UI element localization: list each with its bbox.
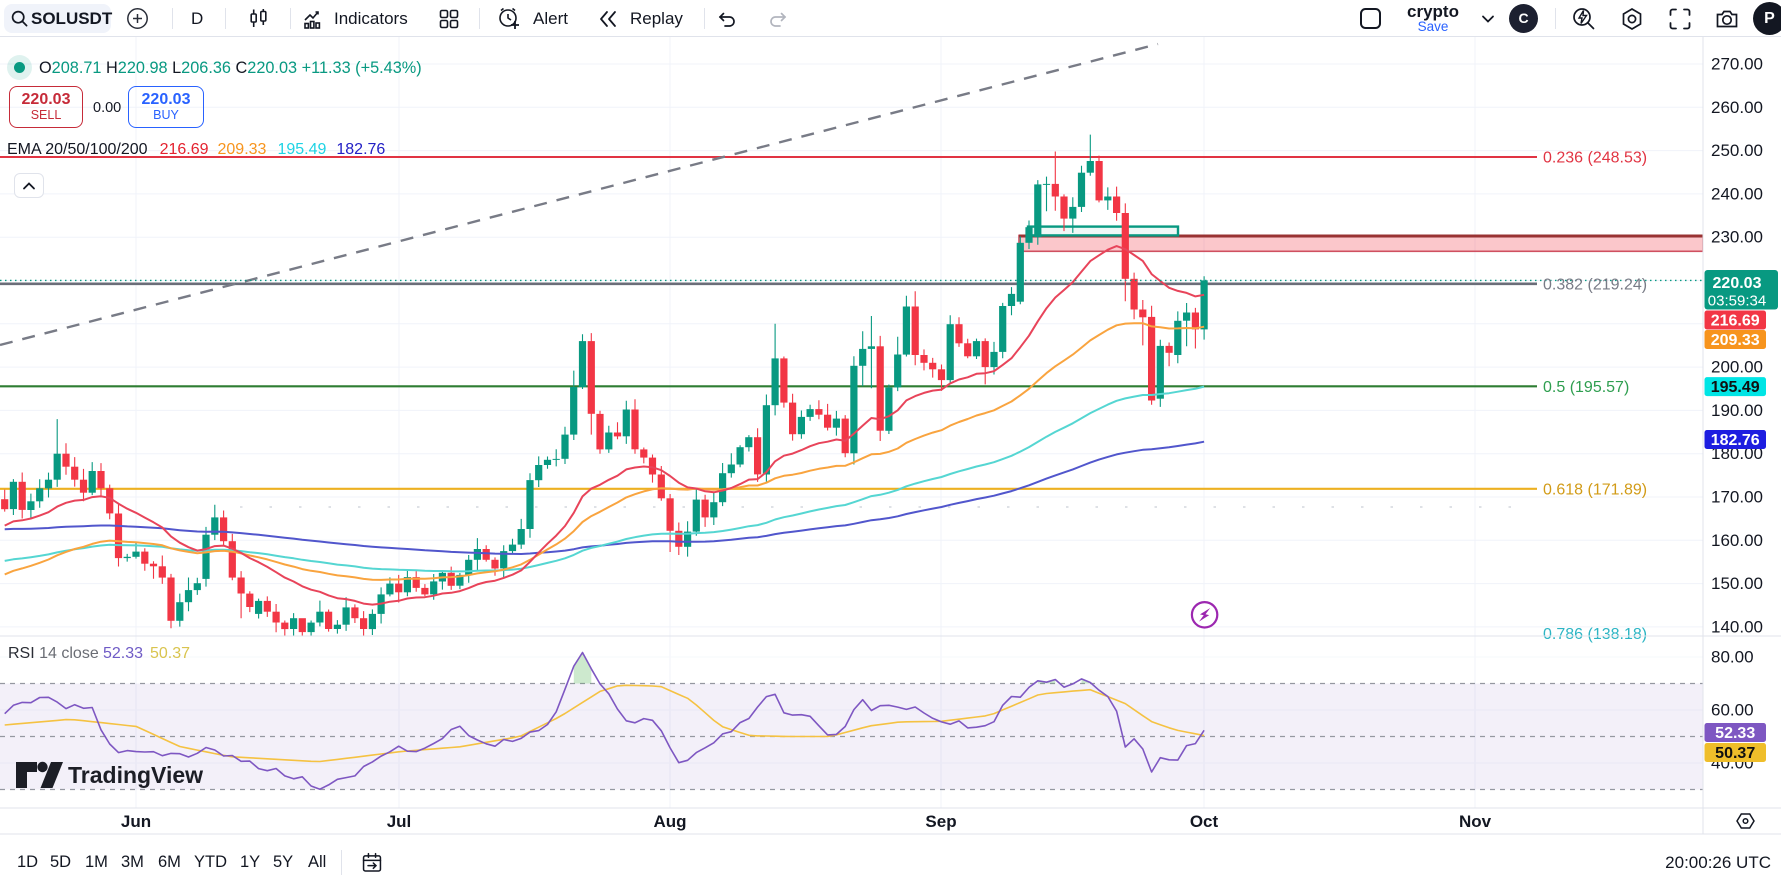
svg-text:60.00: 60.00 bbox=[1711, 701, 1754, 720]
svg-text:0.5 (195.57): 0.5 (195.57) bbox=[1543, 379, 1629, 396]
svg-text:TradingView: TradingView bbox=[68, 762, 203, 788]
svg-text:216.69: 216.69 bbox=[1711, 313, 1760, 330]
svg-text:260.00: 260.00 bbox=[1711, 98, 1763, 117]
svg-text:250.00: 250.00 bbox=[1711, 141, 1763, 160]
svg-text:182.76: 182.76 bbox=[1711, 432, 1760, 449]
svg-text:170.00: 170.00 bbox=[1711, 488, 1763, 507]
svg-text:Sep: Sep bbox=[925, 812, 956, 831]
svg-text:200.00: 200.00 bbox=[1711, 358, 1763, 377]
svg-text:Aug: Aug bbox=[653, 812, 686, 831]
svg-text:80.00: 80.00 bbox=[1711, 648, 1754, 667]
svg-text:0.382 (219.24): 0.382 (219.24) bbox=[1543, 276, 1647, 293]
svg-text:Nov: Nov bbox=[1459, 812, 1492, 831]
svg-text:150.00: 150.00 bbox=[1711, 574, 1763, 593]
svg-text:Jun: Jun bbox=[121, 812, 151, 831]
svg-text:209.33: 209.33 bbox=[1711, 332, 1760, 349]
svg-text:52.33: 52.33 bbox=[1715, 725, 1755, 742]
svg-text:190.00: 190.00 bbox=[1711, 401, 1763, 420]
svg-text:160.00: 160.00 bbox=[1711, 531, 1763, 550]
svg-text:270.00: 270.00 bbox=[1711, 55, 1763, 74]
svg-text:0.786 (138.18): 0.786 (138.18) bbox=[1543, 626, 1647, 643]
svg-text:03:59:34: 03:59:34 bbox=[1708, 293, 1766, 310]
svg-text:140.00: 140.00 bbox=[1711, 617, 1763, 636]
svg-text:240.00: 240.00 bbox=[1711, 184, 1763, 203]
svg-text:50.37: 50.37 bbox=[1715, 745, 1755, 762]
svg-text:0.236 (248.53): 0.236 (248.53) bbox=[1543, 150, 1647, 167]
svg-text:Oct: Oct bbox=[1190, 812, 1219, 831]
svg-text:220.03: 220.03 bbox=[1713, 275, 1762, 292]
svg-text:230.00: 230.00 bbox=[1711, 228, 1763, 247]
svg-text:Jul: Jul bbox=[387, 812, 412, 831]
svg-text:195.49: 195.49 bbox=[1711, 379, 1760, 396]
svg-text:0.618 (171.89): 0.618 (171.89) bbox=[1543, 481, 1647, 498]
